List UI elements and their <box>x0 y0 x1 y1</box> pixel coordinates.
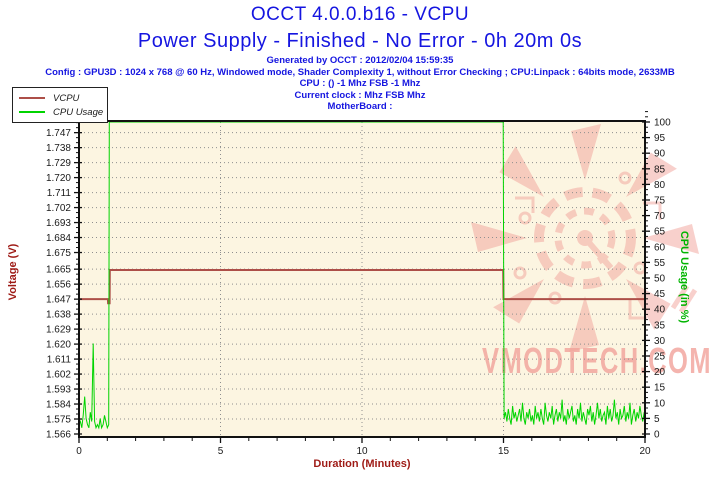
svg-text:30: 30 <box>654 336 666 347</box>
clock-info-line: Current clock : Mhz FSB Mhz <box>294 89 426 101</box>
svg-text:45: 45 <box>654 289 666 300</box>
page-subtitle: Power Supply - Finished - No Error - 0h … <box>137 30 583 52</box>
cpu-info-line: CPU : () -1 Mhz FSB -1 Mhz <box>299 78 421 89</box>
svg-text:1.575: 1.575 <box>46 415 71 426</box>
axes: 1.566 1.575 1.584 1.593 1.602 1.611 1.620 1.629… <box>46 111 671 457</box>
config-line: Config : GPU3D : 1024 x 768 @ 60 Hz, Win… <box>45 66 675 78</box>
legend-label-cpu-usage: CPU Usage <box>53 106 104 118</box>
svg-text:1.702: 1.702 <box>46 203 71 214</box>
svg-text:15: 15 <box>498 446 510 457</box>
svg-text:20: 20 <box>654 367 666 378</box>
left-axis-title: Voltage (V) <box>7 243 19 300</box>
svg-text:85: 85 <box>654 164 666 175</box>
svg-text:0: 0 <box>654 430 660 441</box>
svg-text:20: 20 <box>639 446 651 457</box>
svg-text:15: 15 <box>654 383 666 394</box>
svg-text:1.638: 1.638 <box>46 310 71 321</box>
svg-text:1.566: 1.566 <box>46 430 71 441</box>
svg-text:90: 90 <box>654 149 666 160</box>
motherboard-line: MotherBoard : <box>327 101 393 112</box>
svg-text:1.629: 1.629 <box>46 325 71 336</box>
svg-text:10: 10 <box>356 446 368 457</box>
svg-text:1.665: 1.665 <box>46 265 71 276</box>
svg-text:1.747: 1.747 <box>46 128 71 139</box>
svg-text:65: 65 <box>654 227 666 238</box>
svg-text:5: 5 <box>218 446 224 457</box>
generated-line: Generated by OCCT : 2012/02/04 15:59:35 <box>266 55 454 66</box>
svg-text:100: 100 <box>654 118 671 129</box>
svg-text:1.675: 1.675 <box>46 248 71 259</box>
svg-text:1.647: 1.647 <box>46 295 71 306</box>
svg-text:1.656: 1.656 <box>46 280 71 291</box>
svg-text:1.611: 1.611 <box>47 355 72 366</box>
svg-text:0: 0 <box>76 446 82 457</box>
svg-text:1.684: 1.684 <box>46 233 71 244</box>
legend-item-cpu-usage: CPU Usage <box>19 105 103 119</box>
legend-item-vcpu: VCPU <box>19 91 103 105</box>
svg-text:1.720: 1.720 <box>46 173 71 184</box>
svg-text:10: 10 <box>654 398 666 409</box>
cpu-usage-line-swatch <box>19 111 45 113</box>
legend-label-vcpu: VCPU <box>53 92 80 104</box>
svg-text:1.738: 1.738 <box>46 143 71 154</box>
x-axis-title: Duration (Minutes) <box>313 458 410 470</box>
svg-text:1.729: 1.729 <box>46 158 71 169</box>
svg-text:40: 40 <box>654 305 666 316</box>
vcpu-line-swatch <box>19 97 45 99</box>
page-title: OCCT 4.0.0.b16 - VCPU <box>250 4 470 25</box>
svg-text:1.593: 1.593 <box>46 385 71 396</box>
svg-text:75: 75 <box>654 196 666 207</box>
svg-text:5: 5 <box>654 414 660 425</box>
chart-header: OCCT 4.0.0.b16 - VCPU Power Supply - Fin… <box>0 2 720 113</box>
svg-text:95: 95 <box>654 133 666 144</box>
svg-text:1.693: 1.693 <box>46 218 71 229</box>
svg-text:70: 70 <box>654 211 666 222</box>
data-series <box>78 121 645 430</box>
chart-legend: VCPU CPU Usage <box>12 87 108 123</box>
watermark-text: VMODTECH.COM <box>482 340 712 381</box>
svg-text:1.602: 1.602 <box>46 370 71 381</box>
watermark-emblem-icon <box>471 124 699 352</box>
svg-text:35: 35 <box>654 320 666 331</box>
svg-text:1.584: 1.584 <box>46 400 71 411</box>
svg-text:25: 25 <box>654 352 666 363</box>
svg-text:50: 50 <box>654 274 666 285</box>
right-axis-title: CPU Usage (in %) <box>678 231 690 324</box>
svg-text:80: 80 <box>654 180 666 191</box>
svg-text:60: 60 <box>654 242 666 253</box>
svg-text:1.711: 1.711 <box>47 188 72 199</box>
svg-text:55: 55 <box>654 258 666 269</box>
svg-text:1.620: 1.620 <box>46 340 71 351</box>
